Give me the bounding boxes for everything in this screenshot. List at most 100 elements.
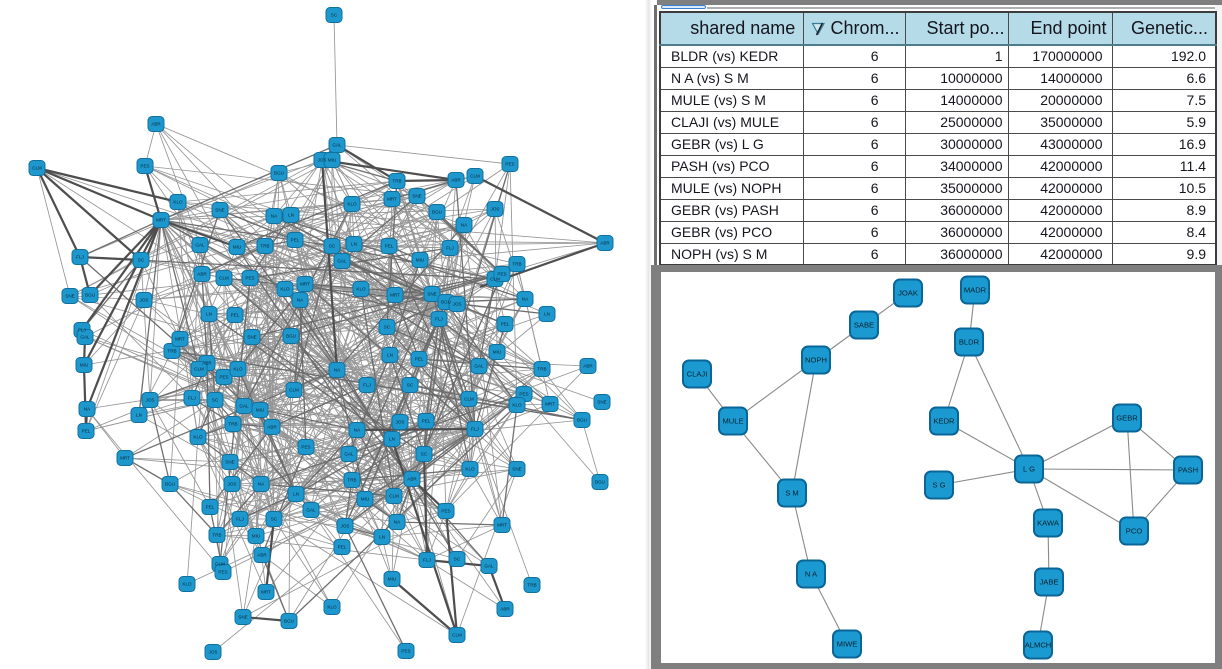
svg-text:JOS: JOS [209, 650, 218, 655]
svg-text:SC: SC [331, 13, 338, 18]
svg-text:NA: NA [334, 368, 341, 373]
svg-text:KLO: KLO [347, 202, 357, 207]
svg-text:PEL: PEL [82, 429, 91, 434]
svg-text:KLO: KLO [280, 287, 290, 292]
svg-text:CLM: CLM [490, 277, 500, 282]
svg-text:LN: LN [288, 213, 294, 218]
svg-text:MIU: MIU [416, 258, 424, 263]
svg-text:PEL: PEL [385, 244, 394, 249]
svg-text:JOAK: JOAK [898, 289, 918, 298]
svg-text:LN: LN [387, 353, 393, 358]
svg-text:KLO: KLO [173, 200, 183, 205]
svg-text:FLJ: FLJ [471, 427, 479, 432]
svg-text:GAL: GAL [332, 143, 342, 148]
svg-text:KEDR: KEDR [933, 417, 955, 426]
svg-text:JOS: JOS [491, 207, 500, 212]
svg-text:SC: SC [454, 557, 461, 562]
svg-text:JOS: JOS [318, 158, 327, 163]
svg-text:BGU: BGU [432, 210, 442, 215]
svg-text:MIU: MIU [233, 245, 241, 250]
svg-text:MRT: MRT [300, 282, 310, 287]
svg-text:FLJ: FLJ [435, 317, 443, 322]
svg-text:CLM: CLM [215, 562, 225, 567]
svg-text:KLO: KLO [512, 403, 522, 408]
svg-text:PES: PES [245, 276, 254, 281]
svg-text:PES: PES [401, 649, 410, 654]
svg-text:NOPH: NOPH [805, 356, 827, 365]
svg-text:FLJ: FLJ [78, 328, 86, 333]
svg-text:MADR: MADR [964, 286, 987, 295]
svg-text:TRB: TRB [212, 533, 221, 538]
svg-text:MRT: MRT [387, 197, 397, 202]
svg-text:KLO: KLO [327, 605, 337, 610]
svg-text:PES: PES [505, 162, 514, 167]
svg-text:NA: NA [461, 223, 468, 228]
svg-text:NA: NA [84, 407, 91, 412]
svg-text:FLJ: FLJ [423, 558, 431, 563]
svg-text:LN: LN [379, 535, 385, 540]
svg-text:LN: LN [136, 413, 142, 418]
svg-text:GAL: GAL [474, 364, 484, 369]
svg-text:SNE: SNE [225, 460, 234, 465]
svg-text:PEL: PEL [338, 545, 347, 550]
svg-text:PES: PES [140, 164, 149, 169]
svg-text:KLO: KLO [465, 467, 475, 472]
svg-text:PES: PES [441, 509, 450, 514]
svg-text:CLM: CLM [452, 633, 462, 638]
svg-text:GAL: GAL [80, 335, 90, 340]
svg-text:SC: SC [212, 398, 219, 403]
svg-text:PEL: PEL [206, 505, 215, 510]
svg-text:JOS: JOS [146, 398, 155, 403]
svg-text:BGU: BGU [577, 418, 587, 423]
svg-text:JOS: JOS [396, 420, 405, 425]
svg-text:SNE: SNE [597, 400, 606, 405]
svg-text:TRB: TRB [228, 422, 237, 427]
svg-text:SNE: SNE [512, 467, 521, 472]
svg-text:CLAJI: CLAJI [687, 370, 708, 379]
svg-text:ABR: ABR [151, 122, 161, 127]
svg-text:MRT: MRT [497, 523, 507, 528]
svg-text:SABE: SABE [854, 321, 874, 330]
svg-text:S G: S G [932, 481, 945, 490]
svg-text:SC: SC [271, 517, 278, 522]
svg-text:ALMCH: ALMCH [1025, 641, 1052, 650]
svg-text:GAL: GAL [484, 564, 494, 569]
svg-text:PES: PES [497, 272, 506, 277]
svg-text:TRB: TRB [527, 583, 536, 588]
svg-text:TRB: TRB [167, 349, 176, 354]
svg-text:PCO: PCO [1126, 527, 1143, 536]
svg-text:KLO: KLO [193, 435, 203, 440]
svg-text:MRT: MRT [175, 337, 185, 342]
svg-text:LN: LN [206, 312, 212, 317]
svg-text:BLDR: BLDR [959, 338, 980, 347]
svg-text:CLM: CLM [470, 174, 480, 179]
svg-text:BGU: BGU [595, 480, 605, 485]
svg-text:PES: PES [519, 392, 528, 397]
svg-text:JOS: JOS [140, 298, 149, 303]
svg-text:GAL: GAL [344, 452, 354, 457]
svg-text:JOS: JOS [341, 524, 350, 529]
svg-text:MIU: MIU [493, 350, 501, 355]
svg-text:SC: SC [421, 452, 428, 457]
svg-text:PES: PES [219, 375, 228, 380]
svg-text:TRB: TRB [512, 262, 521, 267]
svg-text:PASH: PASH [1178, 466, 1198, 475]
svg-text:FLJ: FLJ [446, 246, 454, 251]
svg-text:GEBR: GEBR [1116, 414, 1138, 423]
svg-text:NA: NA [297, 298, 304, 303]
svg-text:CLM: CLM [219, 276, 229, 281]
svg-text:BGU: BGU [286, 334, 296, 339]
svg-text:BGU: BGU [165, 482, 175, 487]
svg-text:TRB: TRB [347, 478, 356, 483]
svg-text:CLM: CLM [464, 397, 474, 402]
svg-text:FLJ: FLJ [76, 255, 84, 260]
svg-text:GAL: GAL [195, 243, 205, 248]
svg-text:NA: NA [271, 214, 278, 219]
svg-text:SC: SC [384, 325, 391, 330]
svg-text:CLM: CLM [389, 494, 399, 499]
svg-text:GAL: GAL [337, 259, 347, 264]
svg-text:ABR: ABR [600, 241, 610, 246]
svg-text:MIWE: MIWE [837, 640, 858, 649]
svg-text:LN: LN [293, 492, 299, 497]
svg-text:BGU: BGU [274, 171, 284, 176]
